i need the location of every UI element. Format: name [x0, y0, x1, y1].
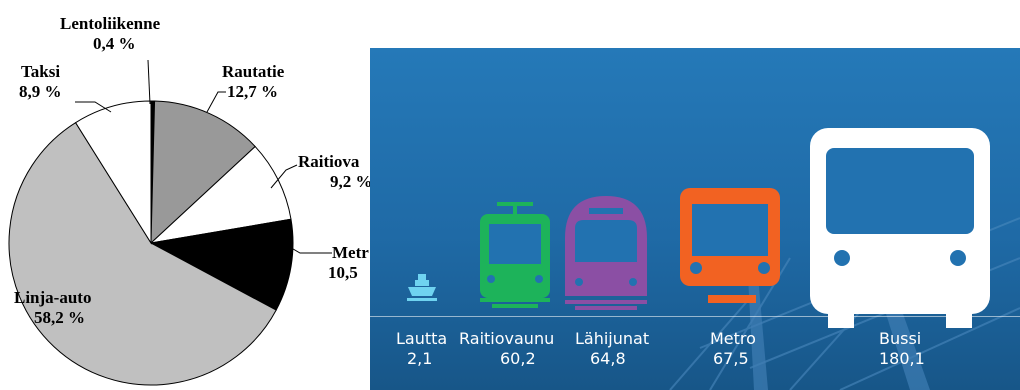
pie-slice-raitiovaunu	[149, 145, 292, 244]
label-rautatie: Rautatie 12,7 %	[222, 62, 284, 102]
label-metro-value: 10,5	[328, 263, 358, 282]
label-taksi-value: 8,9 %	[19, 82, 62, 101]
label-raitiovaunu-transit: Raitiovaunu	[459, 329, 555, 348]
metro-window	[692, 204, 768, 256]
bus-headlight-right	[950, 250, 966, 266]
value-metro: 67,5	[713, 349, 749, 368]
label-rautatie-value: 12,7 %	[227, 82, 278, 101]
value-lautta: 2,1	[407, 349, 433, 368]
label-linja-auto-value: 58,2 %	[34, 308, 85, 327]
label-metro-transit: Metro	[710, 329, 756, 348]
leader-rautatie	[206, 91, 226, 113]
transit-icons	[407, 128, 990, 328]
ferry-icon	[407, 274, 437, 301]
label-linja-auto-name: Linja-auto	[14, 288, 92, 307]
label-lahijunat: Lähijunat	[575, 329, 650, 348]
transit-panel: Lautta 2,1 Raitiovaunu 60,2 Lähijunat 64…	[370, 48, 1020, 390]
label-raitiovaunu-name: Raitiova	[298, 152, 360, 171]
label-lentoliikenne-name: Lentoliikenne	[60, 14, 161, 33]
pie-slice-linja-auto	[8, 121, 277, 386]
metro-headlight-left	[690, 262, 702, 274]
value-lahijunat: 64,8	[590, 349, 626, 368]
value-bussi: 180,1	[879, 349, 925, 368]
label-metro: Metr 10,5	[328, 243, 369, 283]
train-window	[575, 220, 637, 262]
bus-windshield	[826, 148, 974, 234]
train-destination-sign	[589, 208, 623, 214]
label-bussi: Bussi	[879, 329, 922, 348]
pie-slice-rautatie	[150, 100, 256, 245]
separator-line	[370, 316, 1020, 317]
leader-raitiovaunu	[270, 164, 298, 189]
bus-headlight-left	[834, 250, 850, 266]
train-headlight-left	[575, 278, 583, 286]
label-raitiovaunu-value: 9,2 %	[330, 172, 373, 191]
label-lentoliikenne: Lentoliikenne 0,4 %	[60, 14, 160, 54]
label-taksi-name: Taksi	[21, 62, 61, 81]
value-raitiovaunu: 60,2	[500, 349, 536, 368]
label-rautatie-name: Rautatie	[222, 62, 285, 81]
metro-headlight-right	[758, 262, 770, 274]
label-linja-auto: Linja-auto 58,2 %	[14, 288, 91, 328]
leader-lentoliikenne	[147, 59, 151, 105]
leader-metro	[287, 245, 332, 254]
label-lentoliikenne-value: 0,4 %	[93, 34, 136, 53]
leader-taksi	[75, 101, 112, 113]
train-headlight-right	[629, 278, 637, 286]
label-taksi: Taksi 8,9 %	[19, 62, 62, 102]
tram-headlight-right	[535, 275, 543, 283]
tram-window	[489, 224, 541, 264]
label-metro-name: Metr	[332, 243, 369, 262]
label-lautta: Lautta	[396, 329, 448, 348]
label-raitiovaunu: Raitiova 9,2 %	[298, 152, 373, 192]
pie-slice-metro	[149, 218, 294, 311]
tram-headlight-left	[487, 275, 495, 283]
